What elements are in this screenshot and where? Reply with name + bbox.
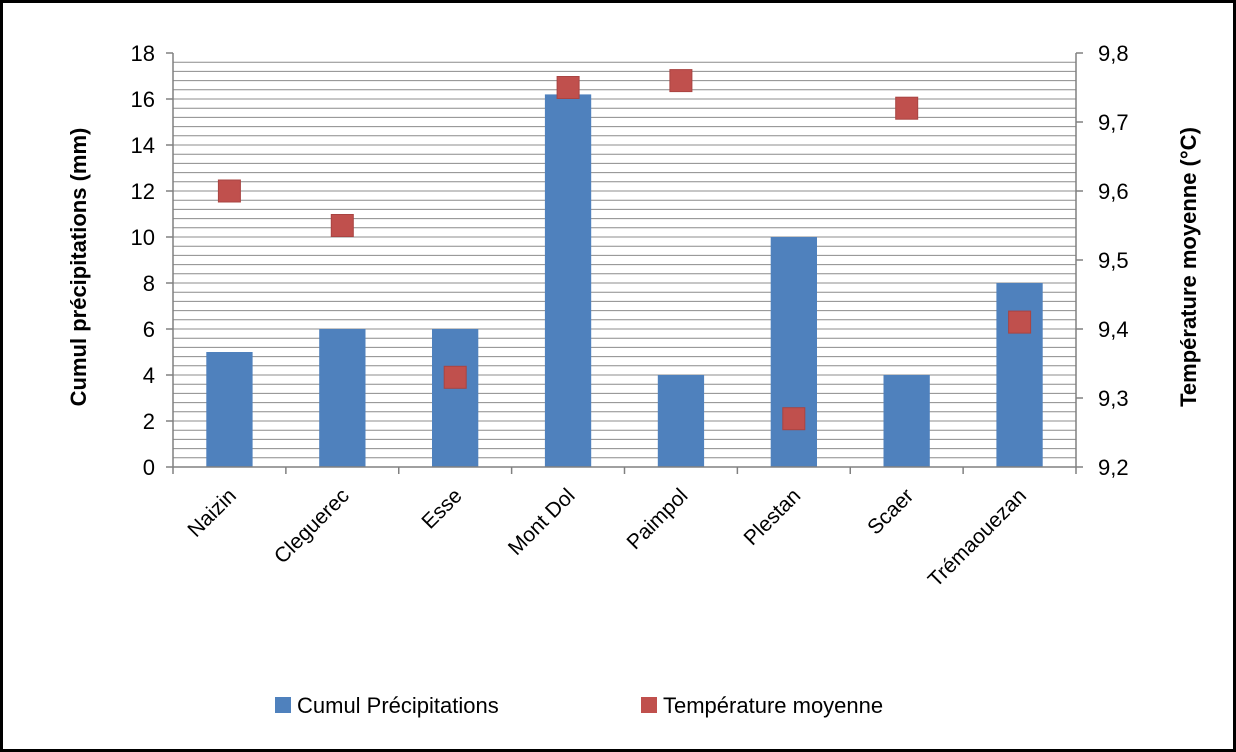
x-tick-label: Scaer	[863, 484, 918, 539]
point-Esse	[443, 365, 467, 389]
bar-Cleguerec	[319, 329, 366, 467]
y-tick-label: 6	[143, 317, 155, 342]
y-tick-label: 16	[131, 87, 155, 112]
x-tick-label: Trémaouezan	[924, 484, 1031, 591]
point-Cleguerec	[330, 214, 354, 237]
tick-labels: 0 2 4 6 8 10 12 14 16 18 9,2 9,3 9,4 9,5 9,6 9,7 9,8 Naiz…	[131, 41, 1129, 592]
point-Paimpol	[669, 69, 693, 93]
y2-tick-label: 9,6	[1098, 179, 1129, 204]
point-Plestan	[782, 407, 806, 431]
y2-tick-label: 9,4	[1098, 317, 1129, 342]
x-tick-label: Plestan	[740, 484, 806, 550]
bar-Naizin	[206, 352, 253, 467]
legend-label-temperature: Température moyenne	[663, 693, 883, 718]
axes	[166, 52, 1083, 474]
temperature-points	[217, 69, 1032, 431]
y-tick-label: 14	[131, 133, 155, 158]
y-tick-label: 8	[143, 271, 155, 296]
x-tick-label: Paimpol	[623, 484, 693, 554]
x-tick-label: Esse	[417, 484, 466, 533]
y-tick-label: 18	[131, 41, 155, 66]
point-Scaer	[895, 96, 919, 120]
y-axis-title: Cumul précipitations (mm)	[66, 128, 91, 407]
x-tick-label: Mont Dol	[504, 484, 580, 560]
point-Naizin	[217, 179, 241, 203]
y-tick-label: 0	[143, 455, 155, 480]
y2-tick-label: 9,2	[1098, 455, 1129, 480]
y-tick-label: 4	[143, 363, 155, 388]
legend-swatch-temperature	[641, 697, 657, 713]
y2-tick-label: 9,8	[1098, 41, 1129, 66]
bar-Esse	[432, 329, 479, 467]
bar-Plestan	[770, 237, 817, 467]
y-tick-label: 2	[143, 409, 155, 434]
point-Mont Dol	[556, 76, 580, 99]
y-tick-label: 10	[131, 225, 155, 250]
y2-tick-label: 9,7	[1098, 110, 1129, 135]
bar-Scaer	[883, 375, 930, 467]
x-tick-label: Naizin	[183, 484, 241, 542]
point-Trémaouezan	[1008, 310, 1032, 334]
gridlines	[173, 61, 1076, 459]
x-tick-label: Cleguerec	[270, 484, 354, 568]
bar-Paimpol	[657, 375, 705, 467]
y2-tick-label: 9,3	[1098, 386, 1129, 411]
chart: 0 2 4 6 8 10 12 14 16 18 9,2 9,3 9,4 9,5 9,6 9,7 9,8 Naiz…	[66, 41, 1201, 718]
legend: Cumul Précipitations Température moyenne	[275, 693, 883, 718]
y-tick-label: 12	[131, 179, 155, 204]
legend-label-precipitation: Cumul Précipitations	[297, 693, 499, 718]
legend-swatch-precipitation	[275, 697, 291, 713]
bar-Mont Dol	[544, 94, 592, 468]
precipitation-bars	[206, 94, 1043, 468]
y2-axis-title: Température moyenne (°C)	[1176, 127, 1201, 407]
y2-tick-label: 9,5	[1098, 248, 1129, 273]
